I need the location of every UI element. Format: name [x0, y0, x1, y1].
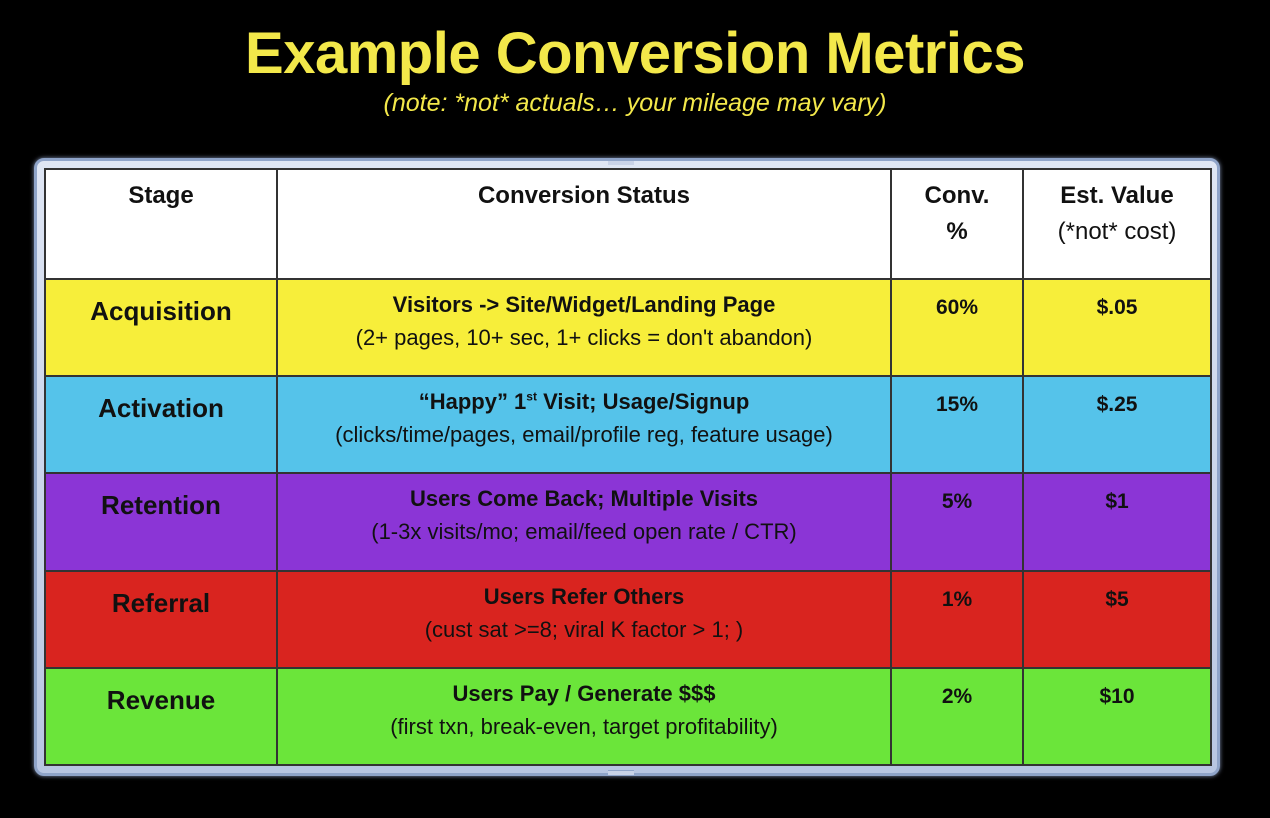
conv-pct-cell: 60%	[890, 277, 1024, 378]
status-main: “Happy” 1st Visit; Usage/Signup	[284, 385, 884, 418]
header-row: Stage Conversion Status Conv. % Est. Val…	[44, 168, 1212, 280]
frame-notch-bottom	[608, 770, 634, 775]
status-main-pre: “Happy” 1	[418, 389, 527, 415]
stage-cell: Acquisition	[44, 277, 278, 378]
stage-cell: Retention	[44, 472, 278, 572]
est-value-cell: $5	[1022, 569, 1212, 669]
est-value-cell: $.25	[1022, 375, 1212, 475]
frame-notch-top	[608, 160, 634, 165]
status-main: Users Come Back; Multiple Visits	[409, 486, 759, 512]
page-subtitle: (note: *not* actuals… your mileage may v…	[383, 89, 887, 117]
conv-pct-cell: 1%	[890, 569, 1024, 669]
status-sub: (cust sat >=8; viral K factor > 1; )	[424, 616, 744, 642]
header-conv-line1: Conv.	[924, 182, 990, 209]
status-cell: Users Come Back; Multiple Visits (1-3x v…	[276, 472, 892, 572]
stage-cell: Referral	[44, 569, 278, 669]
conv-pct-cell: 15%	[890, 375, 1024, 475]
status-cell: Users Pay / Generate $$$ (first txn, bre…	[276, 666, 892, 767]
status-cell: “Happy” 1st Visit; Usage/Signup (clicks/…	[276, 375, 892, 475]
status-main: Users Refer Others	[483, 583, 685, 609]
stage-cell: Activation	[44, 375, 278, 475]
status-main-sup: st	[526, 389, 537, 404]
metrics-table-container: Stage Conversion Status Conv. % Est. Val…	[44, 168, 1212, 767]
est-value-cell: $1	[1022, 472, 1212, 572]
status-cell: Users Refer Others (cust sat >=8; viral …	[276, 569, 892, 669]
stage-cell: Revenue	[44, 666, 278, 767]
page-title: Example Conversion Metrics	[245, 21, 1025, 86]
table-row-acquisition: Acquisition Visitors -> Site/Widget/Land…	[44, 277, 1212, 378]
header-conversion-status: Conversion Status	[276, 168, 892, 280]
header-conv-pct: Conv. %	[890, 168, 1024, 280]
conv-pct-cell: 2%	[890, 666, 1024, 767]
table-row-revenue: Revenue Users Pay / Generate $$$ (first …	[44, 666, 1212, 767]
header-value-line2: (*not* cost)	[1057, 218, 1177, 245]
header-value-line1: Est. Value	[1060, 182, 1174, 209]
status-sub: (first txn, break-even, target profitabi…	[390, 713, 778, 739]
status-main-post: Visit; Usage/Signup	[536, 389, 750, 415]
table-row-activation: Activation “Happy” 1st Visit; Usage/Sign…	[44, 375, 1212, 475]
table-row-retention: Retention Users Come Back; Multiple Visi…	[44, 472, 1212, 572]
status-main: Users Pay / Generate $$$	[452, 680, 716, 706]
est-value-cell: $.05	[1022, 277, 1212, 378]
conv-pct-cell: 5%	[890, 472, 1024, 572]
status-main: Visitors -> Site/Widget/Landing Page	[392, 292, 776, 317]
header-stage: Stage	[44, 168, 278, 280]
header-conv-line2: %	[946, 218, 968, 245]
status-sub: (1-3x visits/mo; email/feed open rate / …	[371, 519, 797, 545]
header-est-value: Est. Value (*not* cost)	[1022, 168, 1212, 280]
table-row-referral: Referral Users Refer Others (cust sat >=…	[44, 569, 1212, 669]
status-cell: Visitors -> Site/Widget/Landing Page (2+…	[276, 277, 892, 378]
metrics-table: Stage Conversion Status Conv. % Est. Val…	[44, 168, 1212, 767]
est-value-cell: $10	[1022, 666, 1212, 767]
status-sub: (clicks/time/pages, email/profile reg, f…	[335, 422, 833, 448]
status-sub: (2+ pages, 10+ sec, 1+ clicks = don't ab…	[355, 325, 813, 350]
